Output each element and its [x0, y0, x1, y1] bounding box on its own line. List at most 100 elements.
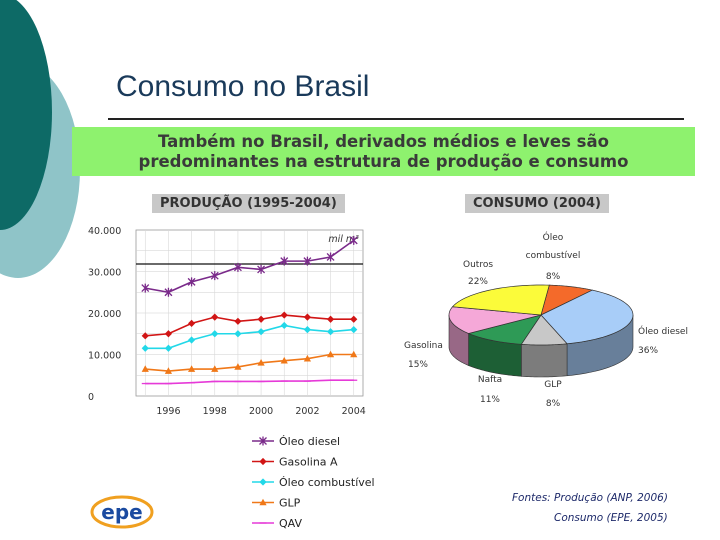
legend-label: GLP — [279, 497, 301, 510]
pie-slice — [540, 284, 594, 316]
data-point — [326, 252, 335, 262]
data-point — [164, 330, 173, 338]
y-tick-label: 40.000 — [88, 226, 121, 237]
y-tick-label: 20.000 — [88, 309, 121, 320]
pie-label-pct: 8% — [546, 272, 561, 282]
series-line — [145, 324, 354, 350]
series-0 — [141, 235, 358, 297]
y-tick-label: 10.000 — [88, 351, 121, 362]
unit-label: mil m³ — [328, 234, 359, 245]
data-point — [280, 256, 289, 266]
x-tick-label: 1998 — [203, 406, 227, 417]
pie-label-part: Óleo — [543, 231, 564, 243]
production-line-chart: 40.000 30.000 20.000 10.000 0 1996 1998 2000 200… — [88, 226, 375, 530]
production-chart-title: PRODUÇÃO (1995-2004) — [152, 194, 345, 213]
pie-slice — [520, 314, 568, 346]
data-point — [257, 264, 266, 274]
data-point — [259, 498, 267, 506]
data-point — [187, 277, 196, 287]
pie-label-pct: 8% — [546, 399, 561, 409]
pie-label-pct: 36% — [638, 346, 658, 356]
pie-label-pct: 15% — [408, 360, 428, 370]
banner-line-1: Também no Brasil, derivados médios e lev… — [158, 132, 609, 151]
series-line — [145, 314, 354, 337]
decor-circle-dark — [0, 0, 52, 230]
series-2 — [141, 321, 358, 352]
series-3 — [141, 350, 358, 374]
series-1 — [141, 311, 358, 340]
x-tick-label: 1996 — [156, 406, 180, 417]
data-point — [141, 365, 149, 372]
data-point — [141, 344, 149, 352]
data-point — [350, 315, 358, 323]
logo-ring — [90, 495, 154, 529]
series-line — [145, 239, 355, 294]
data-point — [259, 436, 267, 446]
data-point — [303, 354, 312, 362]
logo-text: epe — [101, 500, 142, 524]
pie-label-name: Gasolina — [404, 341, 443, 351]
pie-label-name: GLP — [544, 380, 562, 390]
page-title: Consumo no Brasil — [116, 70, 370, 103]
legend-label: Óleo diesel — [279, 435, 340, 448]
data-point — [210, 271, 219, 281]
pie-slice-side — [521, 343, 568, 378]
data-point — [303, 256, 312, 266]
epe-logo: epe — [90, 495, 154, 529]
y-tick-label: 30.000 — [88, 268, 121, 279]
data-point — [303, 313, 312, 321]
y-tick-label: 0 — [88, 392, 94, 403]
data-point — [141, 283, 150, 293]
data-point — [350, 350, 358, 358]
data-point — [326, 315, 335, 323]
sources-note: Fontes: Produção (ANP, 2006) Consumo (EP… — [512, 488, 668, 528]
data-point — [350, 326, 358, 334]
headline-banner: Também no Brasil, derivados médios e lev… — [72, 127, 695, 176]
data-point — [187, 319, 196, 327]
data-point — [211, 330, 219, 338]
consumption-pie-chart: Óleo combustível 8% Óleo diesel 36% GLP 8% Naft… — [404, 231, 688, 409]
data-point — [257, 328, 265, 336]
data-point — [257, 359, 265, 366]
x-tick-label: 2004 — [342, 406, 366, 417]
pie-label-pct: 22% — [468, 277, 488, 287]
pie-slice — [540, 289, 634, 345]
data-point — [211, 365, 219, 372]
pie-label-name: Outros — [463, 260, 493, 270]
data-point — [234, 330, 242, 338]
data-point — [234, 317, 242, 325]
consumption-chart-title: CONSUMO (2004) — [465, 194, 609, 213]
data-point — [326, 328, 335, 336]
legend-item: GLP — [252, 497, 301, 510]
data-point — [257, 315, 265, 323]
pie-label-name: Óleo diesel — [638, 325, 688, 337]
data-point — [349, 235, 358, 245]
pie-slice — [467, 314, 542, 345]
data-point — [259, 457, 267, 466]
data-point — [164, 367, 173, 374]
banner-line-2: predominantes na estrutura de produção e… — [138, 152, 629, 171]
series-line — [145, 379, 354, 385]
legend-label: QAV — [279, 517, 302, 530]
data-point — [233, 262, 242, 272]
data-point — [280, 321, 288, 330]
data-point — [303, 326, 312, 334]
pie-slice — [451, 284, 550, 316]
pie-label-name: Nafta — [478, 375, 502, 385]
pie-slice — [448, 306, 542, 334]
series-4 — [141, 379, 358, 385]
data-point — [326, 350, 335, 358]
pie-label-part: combustível — [526, 251, 581, 261]
x-tick-label: 2002 — [295, 406, 319, 417]
legend-item: Gasolina A — [252, 456, 338, 469]
title-divider — [108, 118, 684, 120]
data-point — [141, 332, 149, 340]
source-production: Fontes: Produção (ANP, 2006) — [512, 492, 668, 504]
data-point — [164, 344, 173, 352]
data-point — [187, 336, 196, 344]
series-line — [145, 353, 354, 372]
pie-label-pct: 11% — [480, 395, 500, 405]
data-point — [259, 478, 267, 486]
data-point — [164, 287, 173, 297]
